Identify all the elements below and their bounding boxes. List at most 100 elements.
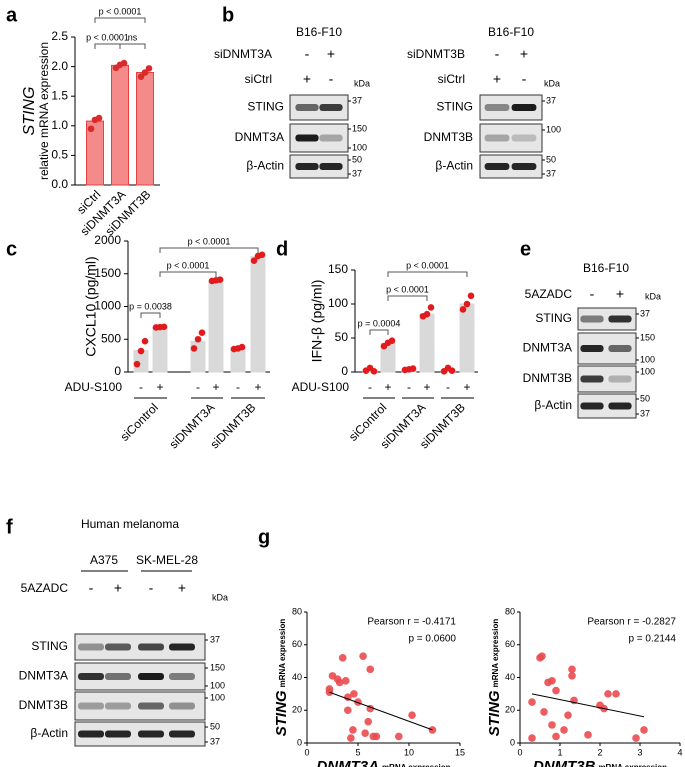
stat-annotation: Pearson r = -0.2827: [587, 617, 676, 628]
marker-label: 37: [210, 736, 220, 746]
data-point: [568, 665, 576, 674]
data-point: [448, 367, 456, 374]
data-point: [133, 360, 141, 368]
marker-label: 37: [352, 95, 362, 105]
bar: [208, 279, 224, 373]
significance-bracket: [94, 43, 121, 49]
marker-label: 100: [210, 680, 225, 690]
marker-label: 100: [546, 124, 561, 134]
marker-label: 100: [352, 142, 367, 152]
y-tick-label: 0: [114, 364, 121, 378]
blot-band: [138, 702, 164, 710]
data-point: [137, 347, 145, 355]
blot-band: [78, 730, 104, 738]
marker-label: 37: [210, 634, 220, 644]
blot-band: [169, 702, 195, 710]
blot-band: [105, 730, 131, 738]
marker-label: 37: [640, 308, 650, 318]
y-tick-label: 100: [328, 296, 348, 310]
blot-band: [484, 134, 510, 142]
significance-bracket: [140, 312, 161, 318]
condition-sign: +: [520, 46, 528, 62]
stat-annotation: p = 0.0600: [408, 634, 456, 645]
x-tick-label: +: [156, 380, 163, 394]
row-label: β-Actin: [246, 159, 284, 173]
panel-letter: f: [6, 516, 13, 538]
blot-band: [608, 402, 632, 410]
panel-letter: e: [520, 238, 531, 260]
y-tick-label: 80: [292, 606, 302, 616]
significance-bracket: [369, 329, 389, 335]
data-point: [137, 73, 145, 80]
blot-band: [105, 643, 131, 651]
condition-label: siDNMT3A: [214, 47, 272, 61]
bar: [419, 313, 435, 373]
blot-band: [105, 673, 131, 680]
data-point: [548, 676, 556, 685]
data-point: [370, 368, 378, 375]
marker-label: 150: [352, 123, 367, 133]
y-tick-label: 60: [292, 639, 302, 649]
y-tick-label: 50: [335, 330, 349, 344]
x-tick-label: +: [423, 380, 430, 394]
condition-sign: +: [616, 286, 624, 302]
stat-annotation: Pearson r = -0.4171: [367, 617, 456, 628]
group-axis-label: ADU-S100: [292, 380, 350, 394]
data-point: [338, 654, 347, 662]
blot-band: [295, 163, 319, 170]
x-tick-label: -: [368, 380, 372, 394]
row-label: DNMT3A: [523, 341, 572, 355]
panel-letter: g: [258, 526, 270, 548]
data-point: [428, 726, 437, 734]
y-tick-label: 1000: [94, 299, 121, 313]
y-tick-label: 0.5: [51, 148, 68, 162]
blot-band: [319, 163, 343, 170]
y-tick-label: 40: [505, 672, 515, 682]
trendline: [329, 691, 433, 731]
blot-strip: [479, 123, 543, 153]
group-label: siControl: [117, 400, 160, 443]
marker-label: 100: [640, 366, 655, 376]
data-point: [364, 717, 373, 726]
data-point: [528, 698, 536, 706]
data-point: [372, 732, 381, 741]
marker-label: 100: [640, 354, 655, 364]
data-point: [344, 706, 352, 715]
x-tick-label: +: [212, 380, 219, 394]
marker-label: 37: [640, 408, 650, 418]
data-point: [604, 690, 612, 698]
blot-title: B16-F10: [296, 25, 342, 39]
marker-label: 37: [546, 95, 556, 105]
panel-letter: d: [276, 238, 288, 260]
condition-sign: -: [590, 286, 595, 302]
significance-bracket: [387, 295, 428, 301]
marker-label: 50: [352, 154, 362, 164]
blot-band: [511, 163, 537, 170]
data-point: [423, 310, 431, 318]
blot-band: [511, 104, 537, 111]
data-point: [120, 59, 128, 67]
blot-band: [580, 345, 604, 352]
x-tick-label: 4: [677, 747, 682, 757]
y-axis-label: STING: [21, 87, 38, 136]
significance-label: p < 0.0001: [406, 260, 449, 270]
kda-label: kDa: [212, 592, 228, 602]
bar: [459, 303, 475, 373]
kda-label: kDa: [645, 291, 661, 301]
data-point: [198, 329, 206, 337]
x-axis-label-sub: mRNA expression: [382, 763, 451, 767]
bar: [136, 72, 154, 186]
condition-sign: +: [178, 580, 186, 596]
x-tick-label: 2: [597, 747, 602, 757]
x-axis-label-sub: mRNA expression: [598, 763, 667, 767]
condition-label: siCtrl: [438, 72, 465, 86]
condition-label: 5AZADC: [21, 581, 69, 595]
row-label: DNMT3B: [19, 698, 68, 712]
blot-band: [580, 375, 604, 383]
y-tick-label: 1500: [94, 266, 121, 280]
condition-sign: +: [303, 71, 311, 87]
y-tick-label: 1.5: [51, 88, 68, 102]
y-tick-label: 1.0: [51, 118, 68, 132]
marker-label: 50: [210, 721, 220, 731]
stat-annotation: p = 0.2144: [628, 634, 676, 645]
